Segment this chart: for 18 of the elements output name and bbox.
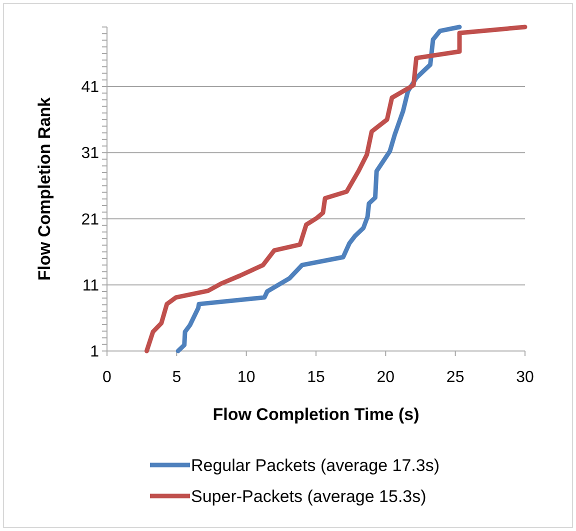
x-tick-label: 15 (307, 369, 325, 386)
x-tick-label: 5 (172, 369, 182, 386)
x-tick-label: 25 (446, 369, 464, 386)
legend-label: Super-Packets (average 15.3s) (191, 486, 426, 506)
y-tick-label: 31 (81, 145, 100, 162)
x-tick-label: 0 (102, 369, 112, 386)
y-tick-label: 11 (82, 277, 100, 294)
x-tick-label: 20 (376, 369, 395, 386)
legend-label: Regular Packets (average 17.3s) (191, 456, 440, 475)
x-tick-label: 10 (237, 369, 256, 386)
y-axis-title: Flow Completion Rank (35, 96, 54, 281)
y-tick-label: 1 (90, 344, 100, 361)
y-tick-label: 21 (81, 211, 100, 228)
x-tick-label: 30 (516, 369, 534, 386)
line-series (144, 24, 528, 354)
x-axis-title: Flow Completion Time (s) (212, 405, 420, 424)
line-series (176, 24, 462, 354)
y-tick-label: 41 (81, 79, 100, 96)
